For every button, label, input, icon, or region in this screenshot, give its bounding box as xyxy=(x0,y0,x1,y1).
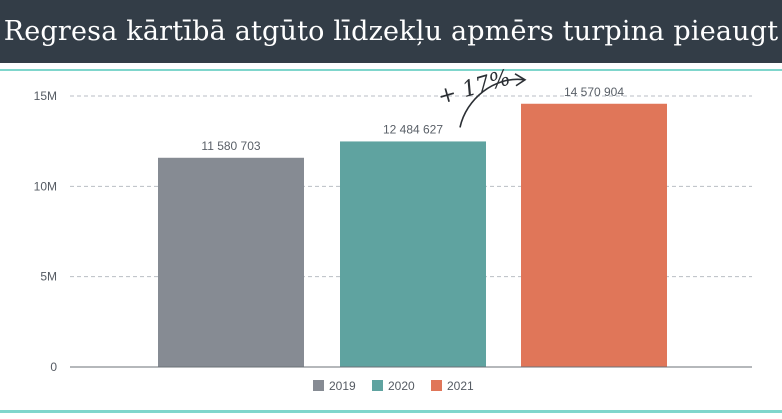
y-tick-label: 5M xyxy=(40,270,57,284)
legend-label: 2019 xyxy=(329,379,356,393)
bar-value-label: 11 580 703 xyxy=(201,139,260,153)
legend-label: 2021 xyxy=(447,379,474,393)
legend-label: 2020 xyxy=(388,379,415,393)
bar-2020 xyxy=(340,141,486,367)
annotation-arrow xyxy=(459,78,525,128)
bar-2021 xyxy=(521,103,667,368)
title-bar: Regresa kārtībā atgūto līdzekļu apmērs t… xyxy=(0,0,782,63)
legend-swatch xyxy=(431,380,442,391)
y-tick-label: 15M xyxy=(34,89,57,103)
arrowhead-icon xyxy=(514,73,527,87)
y-tick-label: 10M xyxy=(34,179,57,193)
bar-value-label: 12 484 627 xyxy=(383,122,443,136)
growth-annotation: + 17% xyxy=(435,65,513,110)
y-tick-label: 0 xyxy=(50,360,57,374)
legend-swatch xyxy=(372,380,383,391)
chart-title: Regresa kārtībā atgūto līdzekļu apmērs t… xyxy=(3,16,779,47)
legend-swatch xyxy=(313,380,324,391)
bar-2019 xyxy=(158,157,304,367)
accent-divider-bottom xyxy=(0,410,782,413)
accent-divider-top xyxy=(0,69,782,71)
bar-value-label: 14 570 904 xyxy=(564,85,624,99)
